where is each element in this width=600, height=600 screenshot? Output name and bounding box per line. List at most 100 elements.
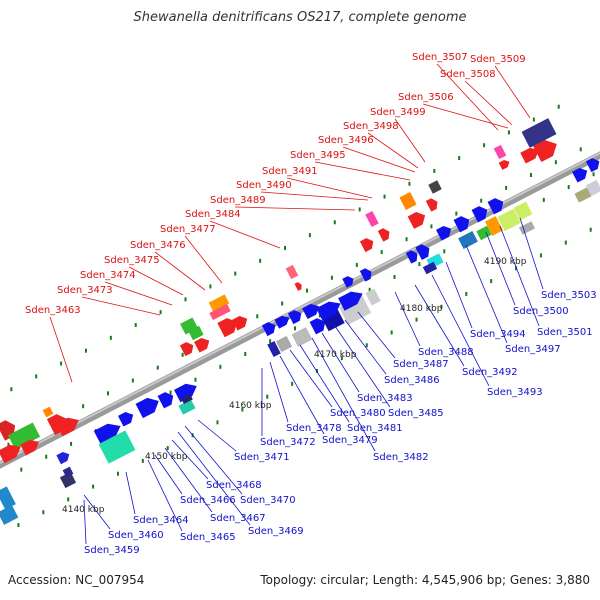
gene-rect xyxy=(285,264,299,280)
gene-block xyxy=(135,397,159,419)
bottom-gene-label: Sden_3500 xyxy=(513,306,569,317)
tick-dot xyxy=(567,185,570,190)
gene-arrow xyxy=(56,417,79,437)
tick-dot xyxy=(141,458,144,463)
bottom-gene-label: Sden_3472 xyxy=(260,437,316,448)
gene-block xyxy=(484,216,504,236)
tick-dot xyxy=(17,523,20,528)
gene-block xyxy=(209,303,231,321)
tick-dot xyxy=(194,377,197,382)
tick-dot xyxy=(109,335,112,340)
genome-backbone-highlight xyxy=(0,152,600,464)
gene-rect xyxy=(422,261,438,275)
gene-block xyxy=(118,412,134,427)
gene-rect xyxy=(518,221,536,235)
bottom-gene-label: Sden_3468 xyxy=(206,480,262,491)
top-gene-label: Sden_3484 xyxy=(185,209,241,220)
tick-dot xyxy=(20,467,23,472)
gene-block xyxy=(422,261,438,275)
gene-block xyxy=(359,238,374,253)
bottom-gene-label: Sden_3478 xyxy=(286,423,342,434)
bottom-label-leader xyxy=(83,494,111,530)
scale-label: 4170 kbp xyxy=(314,350,357,360)
gene-rect xyxy=(7,422,41,450)
top-label-leader xyxy=(367,132,419,169)
gene-block xyxy=(405,250,418,264)
gene-labels: Sden_3463 Sden_3473 Sden_3474 Sden_3475 Sden… xyxy=(25,52,597,556)
gene-arrow xyxy=(572,168,588,183)
bottom-label-leader xyxy=(344,319,387,375)
gene-arrow xyxy=(194,338,210,353)
gene-arrow xyxy=(174,383,197,403)
gene-rect xyxy=(521,118,557,148)
top-label-leader xyxy=(209,220,281,249)
gene-block xyxy=(287,310,302,325)
gene-block xyxy=(521,118,557,148)
gene-rect xyxy=(59,471,77,489)
gene-block xyxy=(59,471,77,489)
gene-block xyxy=(497,208,521,232)
tick-dot xyxy=(589,227,592,232)
tick-dot xyxy=(156,365,159,370)
tick-dot xyxy=(82,404,85,409)
tick-dot xyxy=(358,207,361,212)
bottom-gene-label: Sden_3501 xyxy=(537,327,593,338)
gene-rect xyxy=(275,335,293,353)
tick-dot xyxy=(390,330,393,335)
bottom-label-leader xyxy=(394,291,421,347)
top-gene-label: Sden_3499 xyxy=(370,107,426,118)
bottom-gene-label: Sden_3460 xyxy=(108,530,164,541)
tick-dot xyxy=(131,378,134,383)
tick-dot xyxy=(84,348,87,353)
gene-arrow xyxy=(425,198,438,212)
tick-dot xyxy=(256,314,259,319)
gene-arrow xyxy=(316,301,341,321)
gene-block xyxy=(338,291,363,311)
tick-dot xyxy=(465,291,468,296)
gene-arrow xyxy=(487,198,504,215)
gene-block xyxy=(493,144,507,160)
bottom-label-leader xyxy=(465,244,508,344)
gene-block xyxy=(513,201,533,221)
tick-dot xyxy=(408,181,411,186)
bottom-label-leader xyxy=(334,325,391,408)
gene-block xyxy=(428,180,442,194)
gene-arrow xyxy=(407,212,426,229)
genome-title: Shewanella denitrificans OS217, complete… xyxy=(133,10,467,25)
gene-rect xyxy=(493,144,507,160)
gene-block xyxy=(56,452,70,465)
bottom-gene-label: Sden_3497 xyxy=(505,344,561,355)
tick-dot xyxy=(308,233,311,238)
gene-block xyxy=(0,505,19,525)
tick-dot xyxy=(440,304,443,309)
top-label-leader xyxy=(494,65,531,119)
bottom-label-leader xyxy=(147,459,183,532)
bottom-label-leader xyxy=(197,419,237,452)
top-label-leader xyxy=(464,80,513,126)
top-gene-label: Sden_3475 xyxy=(104,255,160,266)
tick-dot xyxy=(70,441,73,446)
tick-dot xyxy=(383,194,386,199)
bottom-gene-label: Sden_3481 xyxy=(347,423,403,434)
gene-block xyxy=(425,198,438,212)
gene-block xyxy=(20,439,39,456)
tick-dot xyxy=(443,249,446,254)
gene-arrow xyxy=(232,316,248,331)
gene-block xyxy=(453,216,470,233)
tick-dot xyxy=(266,394,269,399)
top-gene-label: Sden_3491 xyxy=(262,166,318,177)
bottom-label-leader xyxy=(311,337,376,452)
tick-dot xyxy=(42,510,45,515)
gene-block xyxy=(458,230,478,250)
gene-rect xyxy=(497,208,521,232)
gene-arrow xyxy=(287,310,302,325)
tick-dot xyxy=(169,390,172,395)
bottom-label-leader xyxy=(177,431,251,526)
gene-block xyxy=(585,158,600,173)
tick-dot xyxy=(564,240,567,245)
bottom-gene-label: Sden_3480 xyxy=(330,408,386,419)
tick-dot xyxy=(209,284,212,289)
gene-block xyxy=(415,244,430,260)
gene-arrow xyxy=(302,303,320,320)
